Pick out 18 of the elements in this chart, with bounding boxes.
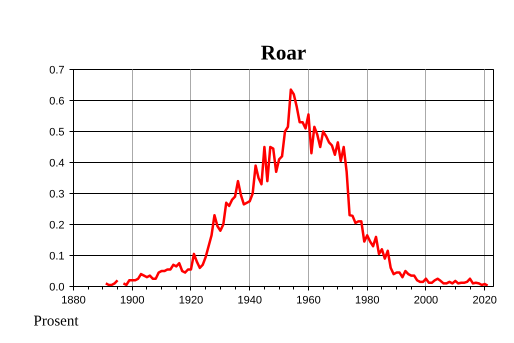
y-tick-label: 0.5 — [49, 126, 65, 138]
y-tick-label: 0.6 — [49, 96, 65, 108]
x-tick-label: 2020 — [472, 294, 497, 306]
chart-title: Roar — [260, 40, 306, 64]
x-tick-label: 1920 — [178, 294, 204, 306]
y-tick-label: 0.7 — [49, 64, 65, 76]
y-axis-title: Prosent — [34, 314, 80, 330]
x-tick-label: 1940 — [237, 294, 262, 306]
x-tick-label: 1900 — [120, 294, 144, 306]
y-tick-label: 0.4 — [49, 158, 65, 170]
x-tick-label: 1880 — [61, 294, 86, 306]
x-tick-label: 1960 — [296, 294, 321, 306]
y-tick-label: 0.0 — [49, 282, 65, 294]
y-tick-label: 0.3 — [49, 188, 65, 200]
y-tick-label: 0.2 — [49, 220, 65, 232]
y-tick-label: 0.1 — [49, 250, 65, 262]
x-tick-label: 1980 — [354, 294, 380, 306]
x-tick-label: 2000 — [414, 294, 438, 306]
